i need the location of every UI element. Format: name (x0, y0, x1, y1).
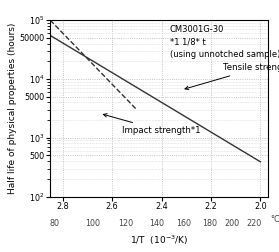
Text: 80: 80 (50, 219, 60, 228)
Text: °C: °C (271, 215, 279, 225)
Text: 100: 100 (85, 219, 100, 228)
Text: 220: 220 (246, 219, 261, 228)
Text: Impact strength*1: Impact strength*1 (104, 114, 201, 135)
Text: 120: 120 (119, 219, 134, 228)
Text: Tensile strength: Tensile strength (185, 63, 279, 89)
X-axis label: 1/T  (10$^{-3}$/K): 1/T (10$^{-3}$/K) (130, 233, 188, 247)
Text: 200: 200 (225, 219, 240, 228)
Text: 160: 160 (177, 219, 192, 228)
Y-axis label: Half life of physical properties (hours): Half life of physical properties (hours) (8, 23, 17, 194)
Text: 180: 180 (202, 219, 217, 228)
Text: CM3001G-30
*1 1/8* t
(using unnotched sample): CM3001G-30 *1 1/8* t (using unnotched sa… (170, 25, 279, 59)
Text: 140: 140 (149, 219, 164, 228)
